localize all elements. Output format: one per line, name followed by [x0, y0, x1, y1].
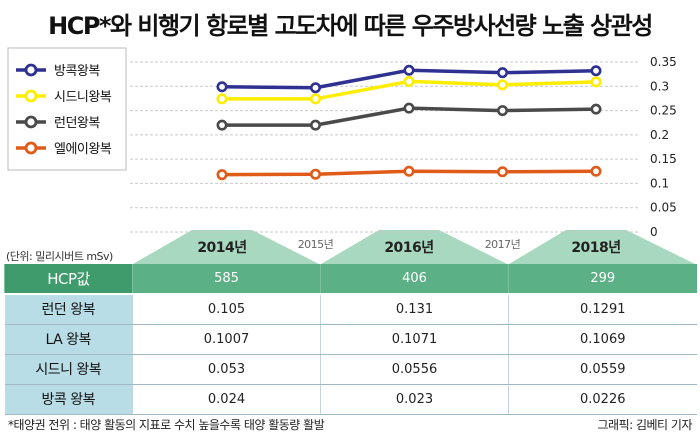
- legend-swatch-marker: [24, 89, 38, 103]
- table-row: HCP값 585 406 299: [4, 264, 697, 295]
- y-tick-label: 0.3: [650, 79, 669, 93]
- data-point: [403, 64, 415, 76]
- data-point: [216, 169, 228, 181]
- data-point: [403, 75, 415, 87]
- data-point: [590, 103, 602, 115]
- table-row: 시드니 왕복 0.053 0.0556 0.0559: [4, 354, 697, 385]
- y-tick-label: 0.35: [650, 55, 677, 69]
- x-axis-label: 2016년: [384, 240, 433, 256]
- table-cell: 0.1291: [508, 294, 697, 325]
- table-cell: 406: [320, 264, 509, 295]
- data-point: [590, 65, 602, 77]
- x-axis-label: 2018년: [571, 240, 620, 256]
- table-cell: 0.1069: [508, 324, 697, 355]
- table-cell: 0.0556: [320, 354, 509, 385]
- table-row: LA 왕복 0.1007 0.1071 0.1069: [4, 324, 697, 355]
- row-header: LA 왕복: [4, 324, 133, 355]
- data-point: [590, 76, 602, 88]
- table-cell: 0.024: [132, 384, 321, 415]
- y-axis-ticks: 0 0.05 0.1 0.15 0.2 0.25 0.3 0.35: [650, 55, 677, 239]
- x-axis-label: 2017년: [485, 238, 521, 251]
- year-band: [133, 230, 319, 264]
- table-cell: 0.053: [132, 354, 321, 385]
- y-tick-label: 0.05: [650, 201, 677, 215]
- table-cell: 0.1071: [320, 324, 509, 355]
- data-point: [496, 166, 508, 178]
- data-point: [216, 119, 228, 131]
- table-cell: 585: [132, 264, 321, 295]
- row-header: 런던 왕복: [4, 294, 133, 325]
- data-point: [309, 82, 321, 94]
- table-row: 방콕 왕복 0.024 0.023 0.0226: [4, 384, 697, 415]
- y-tick-label: 0.1: [650, 176, 669, 190]
- data-point: [403, 102, 415, 114]
- data-point: [496, 79, 508, 91]
- data-point: [496, 67, 508, 79]
- year-bands: [133, 230, 695, 264]
- table-cell: 0.1007: [132, 324, 321, 355]
- x-axis-label: 2015년: [298, 238, 334, 251]
- row-header: HCP값: [4, 264, 133, 295]
- y-tick-label: 0.25: [650, 104, 677, 118]
- y-tick-label: 0.2: [650, 128, 669, 142]
- legend-label: 방콕왕복: [54, 64, 100, 79]
- data-point: [309, 119, 321, 131]
- legend-label: 런던왕복: [54, 116, 100, 131]
- table-cell: 0.105: [132, 294, 321, 325]
- table-cell: 0.023: [320, 384, 509, 415]
- x-axis-labels: 2014년 2015년 2016년 2017년 2018년: [197, 238, 621, 256]
- data-point: [403, 165, 415, 177]
- year-band: [321, 230, 507, 264]
- data-point: [496, 105, 508, 117]
- row-header: 방콕 왕복: [4, 384, 133, 415]
- data-point: [216, 81, 228, 93]
- data-point: [590, 165, 602, 177]
- table-row: 런던 왕복 0.105 0.131 0.1291: [4, 294, 697, 325]
- legend-label: 시드니왕복: [54, 90, 112, 105]
- y-tick-label: 0: [650, 225, 658, 239]
- year-band: [509, 230, 695, 264]
- x-axis-label: 2014년: [197, 240, 246, 256]
- legend-swatch-marker: [24, 115, 38, 129]
- legend-swatch-marker: [24, 63, 38, 77]
- credit: 그래픽: 김베티 기자: [597, 418, 693, 432]
- legend-label: 엘에이왕복: [54, 142, 112, 157]
- series-lines: [216, 64, 602, 181]
- table-cell: 0.0559: [508, 354, 697, 385]
- row-header: 시드니 왕복: [4, 354, 133, 385]
- data-point: [309, 168, 321, 180]
- y-tick-label: 0.15: [650, 152, 677, 166]
- table-cell: 0.131: [320, 294, 509, 325]
- chart-title: HCP*와 비행기 항로별 고도차에 따른 우주방사선량 노출 상관성: [48, 12, 653, 40]
- footnote: *태양권 전위 : 태양 활동의 지표로 수치 높을수록 태양 활동량 활발: [8, 418, 325, 432]
- data-point: [216, 93, 228, 105]
- table-cell: 299: [508, 264, 697, 295]
- line-chart: 0 0.05 0.1 0.15 0.2 0.25 0.3 0.35 방콕왕복시드니왕복런던왕복…: [7, 47, 695, 264]
- data-table: HCP값 585 406 299 런던 왕복 0.105 0.131 0.1291 LA 왕복 0…: [4, 264, 697, 415]
- unit-note: (단위: 밀리시버트 mSv): [6, 250, 113, 263]
- data-point: [309, 93, 321, 105]
- legend-swatch-marker: [24, 141, 38, 155]
- table-cell: 0.0226: [508, 384, 697, 415]
